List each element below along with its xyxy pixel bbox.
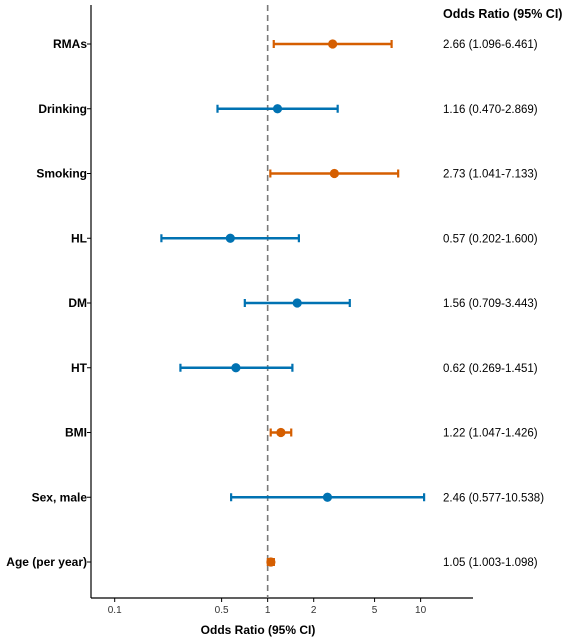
row-label: Smoking xyxy=(36,167,87,181)
x-tick-label: 0.5 xyxy=(215,605,229,616)
point-estimate xyxy=(328,39,338,49)
row-label: Drinking xyxy=(38,102,87,116)
marks: RMAs 2.66 (1.096-6.461) Drinking 1.16 (0.47… xyxy=(6,37,544,569)
point-estimate xyxy=(292,298,302,308)
x-tick-label: 5 xyxy=(372,605,378,616)
column-header: Odds Ratio (95% CI) xyxy=(443,7,562,21)
x-axis-label: Odds Ratio (95% CI) xyxy=(201,623,316,637)
row-value: 1.16 (0.470-2.869) xyxy=(443,104,538,116)
point-estimate xyxy=(231,363,241,373)
point-estimate xyxy=(329,168,339,179)
row-value: 2.73 (1.041-7.133) xyxy=(443,169,538,181)
row-label: BMI xyxy=(65,426,87,440)
row-label: RMAs xyxy=(53,37,87,51)
row-value: 0.57 (0.202-1.600) xyxy=(443,233,538,245)
x-tick-label: 10 xyxy=(415,605,427,616)
x-tick-label: 2 xyxy=(311,605,317,616)
row-label: Age (per year) xyxy=(6,555,87,569)
point-estimate xyxy=(225,233,235,243)
row-label: HL xyxy=(71,231,87,245)
row-value: 1.56 (0.709-3.443) xyxy=(443,298,538,310)
x-tick-label: 0.1 xyxy=(108,605,122,616)
point-estimate xyxy=(322,492,333,502)
row-value: 1.22 (1.047-1.426) xyxy=(443,428,538,440)
row-value: 0.62 (0.269-1.451) xyxy=(443,363,538,375)
row-label: Sex, male xyxy=(32,490,88,504)
point-estimate xyxy=(276,427,286,438)
row-value: 2.46 (0.577-10.538) xyxy=(443,492,544,504)
row-label: HT xyxy=(71,361,88,375)
row-value: 1.05 (1.003-1.098) xyxy=(443,557,538,569)
point-estimate xyxy=(266,557,276,567)
row-value: 2.66 (1.096-6.461) xyxy=(443,39,538,51)
axes: 0.1 0.5 1 2 5 10 xyxy=(87,5,473,616)
x-tick-label: 1 xyxy=(265,605,271,616)
row-label: DM xyxy=(68,296,87,310)
point-estimate xyxy=(272,104,283,114)
